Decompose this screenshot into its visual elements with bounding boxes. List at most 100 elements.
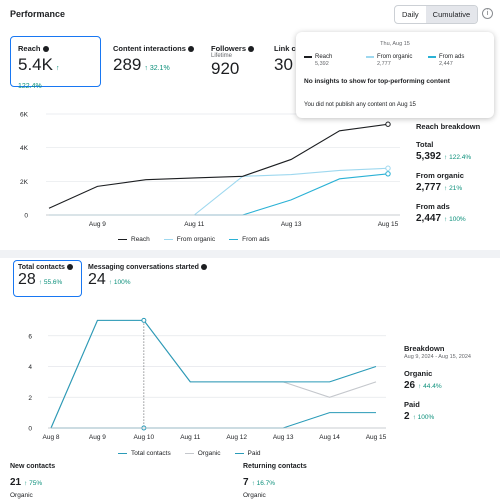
legend-label: Reach [131, 236, 150, 243]
info-icon[interactable] [248, 46, 255, 53]
metric-reach-change: ↑ 122.4% [18, 65, 60, 90]
breakdown-change: ↑ 100% [444, 216, 466, 223]
contacts-breakdown-panel: Breakdown Aug 9, 2024 - Aug 15, 2024 Org… [404, 344, 471, 422]
metric-followers-value: 920 [211, 59, 240, 78]
info-icon[interactable] [66, 264, 73, 271]
metric-reach-label: Reach [18, 44, 41, 53]
breakdown-change: ↑ 100% [412, 414, 435, 421]
metric-content-interactions-value: 289 [113, 55, 142, 74]
y-tick-label: 4K [20, 145, 29, 152]
y-tick-label: 6 [28, 333, 32, 340]
tooltip-date: Thu, Aug 15 [380, 41, 410, 47]
metric-total-contacts: Total contacts 28 ↑ 55.6% [18, 264, 73, 289]
metric-followers[interactable]: Followers Lifetime 920 [211, 44, 255, 79]
header: Performance Daily Cumulative i [0, 0, 500, 30]
data-point [385, 165, 391, 171]
legend-swatch [366, 56, 374, 58]
breakdown-change: ↑ 122.4% [444, 154, 472, 161]
breakdown-label: Total [416, 140, 434, 149]
legend-from-organic[interactable]: From organic [163, 236, 216, 243]
tooltip-message: You did not publish any content on Aug 1… [304, 102, 416, 108]
metric-link-clicks-label: Link cli [274, 44, 300, 53]
metric-new-contacts-value: 21 [10, 477, 22, 488]
breakdown-number: 5,392 [416, 151, 442, 162]
info-icon[interactable]: i [482, 8, 493, 19]
tooltip-item-reach: Reach 5,392 [304, 54, 366, 67]
contacts-breakdown-dates: Aug 9, 2024 - Aug 15, 2024 [404, 354, 471, 360]
view-toggle: Daily Cumulative [394, 5, 479, 24]
metric-reach: Reach 5.4K ↑ 122.4% [18, 44, 59, 93]
legend-swatch [163, 238, 173, 241]
x-tick-label: Aug 11 [184, 221, 205, 228]
metric-messaging-change: ↑ 100% [108, 279, 131, 286]
legend-organic[interactable]: Organic [184, 450, 221, 457]
metric-total-contacts-change: ↑ 55.6% [38, 279, 63, 286]
metric-messaging-label: Messaging conversations started [88, 264, 199, 271]
reach-legend: Reach From organic From ads [118, 236, 270, 243]
metric-returning-contacts-label: Returning contacts [243, 463, 307, 470]
breakdown-number: 2 [404, 411, 410, 422]
metric-reach-value: 5.4K [18, 55, 53, 74]
tooltip-item-value: 5,392 [315, 61, 329, 67]
legend-from-ads[interactable]: From ads [229, 236, 270, 243]
metric-returning-contacts-change: ↑ 16.7% [251, 480, 276, 487]
breakdown-change: ↑ 44.4% [418, 383, 442, 390]
breakdown-label: Paid [404, 400, 420, 409]
metric-returning-contacts-value: 7 [243, 477, 249, 488]
metric-returning-contacts[interactable]: Returning contacts 7 ↑ 16.7% Organic [243, 463, 307, 499]
metric-messaging-value: 24 [88, 271, 106, 288]
x-tick-label: Aug 9 [89, 221, 106, 228]
legend-swatch [184, 452, 194, 455]
metric-content-interactions[interactable]: Content interactions 289 ↑ 32.1% [113, 44, 194, 75]
chart-tooltip: Thu, Aug 15 Reach 5,392 From organic 2,7… [296, 32, 494, 118]
metric-link-clicks[interactable]: Link cli 30 [274, 44, 300, 75]
metric-new-contacts-label: New contacts [10, 463, 56, 470]
legend-paid[interactable]: Paid [234, 450, 261, 457]
section-divider [0, 250, 500, 258]
breakdown-change: ↑ 21% [444, 185, 463, 192]
reach-chart[interactable]: 0 2K 4K 6K Aug 9 Aug 11 Aug 13 Aug 15 [0, 0, 500, 250]
data-point [385, 171, 391, 177]
x-tick-label: Aug 13 [281, 221, 302, 228]
x-tick-label: Aug 14 [319, 434, 340, 441]
legend-swatch [234, 452, 244, 455]
x-tick-label: Aug 15 [366, 434, 387, 441]
legend-swatch [118, 238, 127, 241]
x-tick-label: Aug 11 [180, 434, 201, 441]
tooltip-heading: No insights to show for top-performing c… [304, 78, 450, 85]
metric-followers-sub: Lifetime [211, 53, 233, 59]
series-line-organic [50, 319, 377, 429]
contacts-breakdown-title: Breakdown [404, 344, 445, 353]
metric-messaging-conversations[interactable]: Messaging conversations started 24 ↑ 100% [88, 264, 207, 289]
legend-swatch [118, 452, 127, 455]
tooltip-values: Reach 5,392 From organic 2,777 From ads … [304, 54, 490, 67]
breakdown-label: From ads [416, 202, 450, 211]
info-icon[interactable] [187, 46, 194, 53]
legend-label: Organic [197, 450, 221, 457]
legend-label: From organic [176, 236, 216, 243]
metric-total-contacts-label: Total contacts [18, 264, 65, 271]
legend-label: From ads [242, 236, 270, 243]
info-icon[interactable] [42, 46, 49, 53]
breakdown-value: 2,777 ↑ 21% [416, 182, 480, 193]
breakdown-number: 2,777 [416, 182, 442, 193]
total-contacts-card[interactable] [13, 260, 82, 297]
breakdown-number: 2,447 [416, 213, 442, 224]
info-icon[interactable] [200, 264, 207, 271]
x-tick-label: Aug 10 [134, 434, 155, 441]
series-line-total-contacts [50, 319, 377, 429]
data-point [141, 317, 147, 323]
legend-total-contacts[interactable]: Total contacts [118, 450, 171, 457]
metric-content-interactions-label: Content interactions [113, 44, 186, 53]
y-tick-label: 6K [20, 112, 29, 119]
x-tick-label: Aug 15 [378, 221, 399, 228]
legend-swatch [229, 238, 239, 241]
tab-daily[interactable]: Daily [402, 10, 419, 19]
series-line-from-organic [49, 167, 389, 216]
legend-reach[interactable]: Reach [118, 236, 150, 243]
metric-new-contacts[interactable]: New contacts 21 ↑ 75% Organic [10, 463, 55, 499]
reach-breakdown-panel: Reach breakdown Total 5,392 ↑ 122.4% From… [416, 122, 480, 224]
reach-metric-card[interactable] [10, 36, 101, 87]
tab-cumulative[interactable]: Cumulative [425, 6, 478, 23]
breakdown-value: 2 ↑ 100% [404, 411, 471, 422]
